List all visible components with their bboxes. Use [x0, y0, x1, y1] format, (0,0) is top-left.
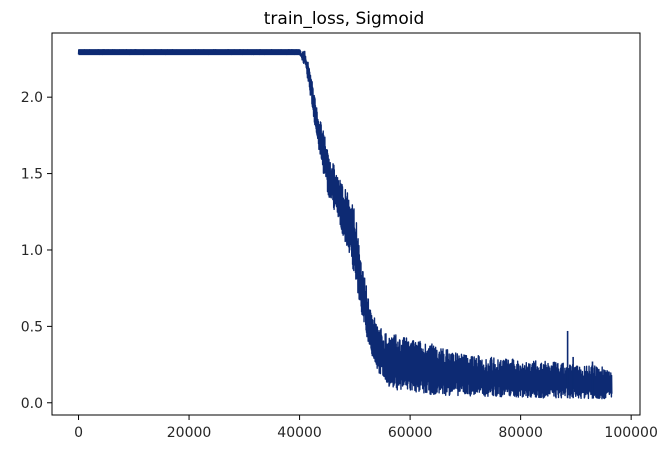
y-tick-label: 1.5 [21, 167, 43, 183]
x-tick-label: 20000 [167, 425, 212, 441]
chart-title: train_loss, Sigmoid [264, 9, 425, 29]
y-tick-label: 2.0 [21, 90, 43, 106]
axes-frame [51, 32, 641, 416]
y-tick-label: 0.0 [21, 396, 43, 412]
y-axis: 0.0 0.5 1.0 1.5 2.0 [21, 90, 52, 412]
x-axis: 0 20000 40000 60000 80000 100000 [74, 415, 658, 441]
x-tick-label: 40000 [277, 425, 322, 441]
x-tick-label: 100000 [604, 425, 657, 441]
x-tick-label: 80000 [498, 425, 543, 441]
y-tick-label: 0.5 [21, 319, 43, 335]
y-tick-label: 1.0 [21, 243, 43, 259]
loss-series-line [77, 49, 613, 400]
x-tick-label: 0 [74, 425, 83, 441]
x-tick-label: 60000 [388, 425, 433, 441]
plot-area [77, 49, 613, 400]
